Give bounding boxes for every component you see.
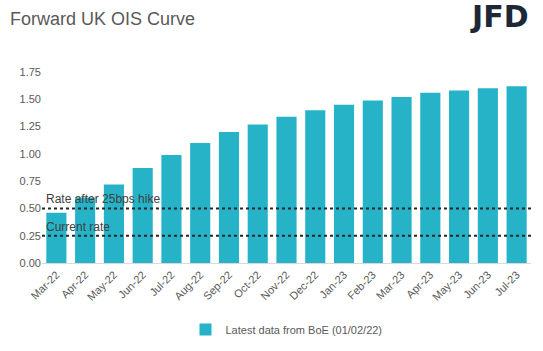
svg-text:May-23: May-23	[430, 269, 464, 303]
svg-text:Apr-23: Apr-23	[404, 269, 436, 301]
svg-text:1.50: 1.50	[20, 93, 41, 105]
svg-text:May-22: May-22	[85, 269, 119, 303]
svg-text:Jul-22: Jul-22	[147, 269, 177, 299]
svg-text:1.75: 1.75	[20, 66, 41, 78]
svg-text:Feb-23: Feb-23	[345, 269, 378, 302]
svg-text:1.25: 1.25	[20, 120, 41, 132]
svg-text:Current rate: Current rate	[46, 220, 110, 234]
svg-text:Rate after 25bps hike: Rate after 25bps hike	[46, 192, 160, 206]
svg-text:Nov-22: Nov-22	[258, 269, 292, 303]
svg-text:0.00: 0.00	[20, 257, 41, 269]
svg-text:1.00: 1.00	[20, 148, 41, 160]
svg-text:Forward UK OIS Curve: Forward UK OIS Curve	[10, 9, 195, 29]
svg-text:JFD: JFD	[470, 0, 529, 34]
svg-text:Latest data from BoE (01/02/22: Latest data from BoE (01/02/22)	[226, 324, 383, 336]
svg-text:Mar-22: Mar-22	[29, 269, 62, 302]
svg-text:Dec-22: Dec-22	[287, 269, 321, 303]
svg-text:Aug-22: Aug-22	[172, 269, 206, 303]
svg-text:Sep-22: Sep-22	[201, 269, 235, 303]
svg-text:0.75: 0.75	[20, 175, 41, 187]
svg-text:Mar-23: Mar-23	[374, 269, 407, 302]
svg-text:0.50: 0.50	[20, 202, 41, 214]
svg-text:Jul-23: Jul-23	[492, 269, 522, 299]
svg-text:Oct-22: Oct-22	[231, 269, 263, 301]
svg-text:Jun-23: Jun-23	[461, 269, 493, 301]
svg-text:Jan-23: Jan-23	[317, 269, 349, 301]
svg-text:Jun-22: Jun-22	[116, 269, 148, 301]
svg-text:0.25: 0.25	[20, 230, 41, 242]
svg-text:Apr-22: Apr-22	[59, 269, 91, 301]
